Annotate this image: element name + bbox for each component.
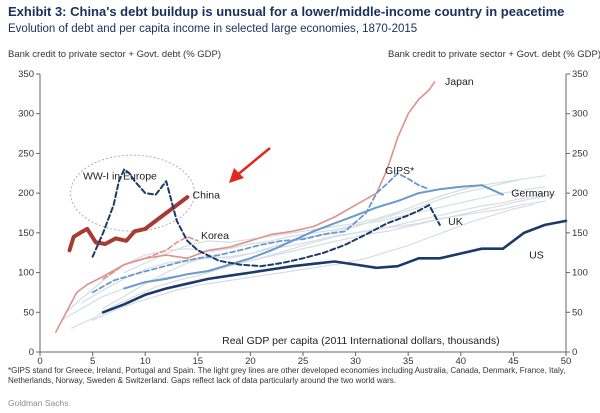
series-label-uk: UK [448,216,463,228]
x-tick-label: 0 [37,356,42,367]
series-line-uk [91,168,441,268]
series-label-korea: Korea [201,230,229,242]
y-tick-label-left: 50 [23,307,34,318]
x-tick-label: 10 [140,356,151,367]
x-axis-label: Real GDP per capita (2011 International … [222,335,499,347]
y-tick-label-right: 200 [572,188,588,199]
series-label-china: China [193,190,221,202]
series-line-korea [102,236,199,280]
series-labels-group: China Japan Korea GIPS* Germany UK US [193,76,556,261]
series-line-china [67,195,190,253]
right-axis-title: Bank credit to private sector + Govt. de… [388,49,600,60]
series-line-other-economy-8 [71,194,557,329]
x-tick-label: 25 [298,356,309,367]
y-tick-label-left: 300 [18,109,34,120]
china-arrow-head [229,168,244,183]
series-line-other-economy-9 [65,186,546,313]
x-tick-label: 35 [403,356,414,367]
series-label-japan: Japan [445,76,474,88]
y-tick-label-left: 250 [18,148,34,159]
x-tick-label: 5 [90,356,95,367]
chart-title: Exhibit 3: China's debt buildup is unusu… [8,4,565,19]
series-line-other-economy-11 [92,203,535,321]
series-line-other-economy-10 [81,192,546,304]
x-tick-label: 30 [350,356,361,367]
main-series-group [55,81,568,333]
y-tick-label-left: 100 [18,268,34,279]
y-tick-label-right: 0 [572,347,577,358]
y-tick-label-right: 150 [572,228,588,239]
grey-series-group [60,175,557,329]
chart-annotations: WW-I in Europe [70,147,271,232]
y-tick-label-right: 250 [572,148,588,159]
y-tick-label-right: 100 [572,268,588,279]
y-tick-label-left: 150 [18,228,34,239]
y-tick-label-left: 200 [18,188,34,199]
x-tick-label: 45 [508,356,519,367]
series-line-germany [123,184,504,290]
series-label-gips: GIPS* [385,165,414,177]
x-tick-label: 20 [245,356,256,367]
x-tick-label: 15 [193,356,204,367]
x-tick-label: 50 [561,356,572,367]
y-tick-label-right: 300 [572,109,588,120]
footnote: *GIPS stand for Greece, Ireland, Portuga… [8,366,566,385]
series-label-germany: Germany [511,187,555,199]
y-tick-label-left: 0 [29,347,34,358]
y-tick-label-right: 350 [572,69,588,80]
y-tick-label-right: 50 [572,307,583,318]
left-axis-title: Bank credit to private sector + Govt. de… [8,49,222,60]
source-label: Goldman Sachs [8,398,69,408]
series-line-us [101,219,568,314]
series-label-us: US [529,249,544,261]
china-arrow-shaft [235,147,271,177]
y-tick-label-left: 350 [18,69,34,80]
chart-subtitle: Evolution of debt and per capita income … [8,23,418,35]
x-tick-label: 40 [456,356,467,367]
wwi-circle [70,154,196,232]
series-line-japan [55,81,436,333]
